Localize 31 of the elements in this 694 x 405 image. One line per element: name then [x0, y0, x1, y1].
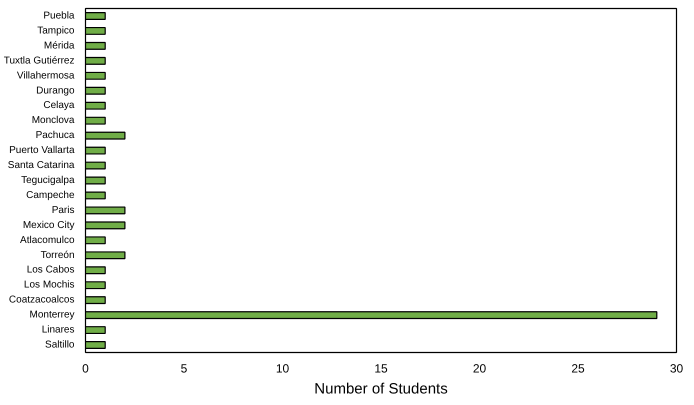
y-tick-label: Tegucigalpa: [21, 175, 75, 186]
y-tick-label: Tuxtla Gutiérrez: [4, 55, 75, 66]
y-tick-label: Mexico City: [22, 220, 75, 231]
y-tick-label: Campeche: [26, 190, 75, 201]
y-tick-label: Pachuca: [36, 130, 75, 142]
y-tick-label: Celaya: [43, 100, 75, 112]
y-tick-label: Puerto Vallarta: [9, 145, 75, 156]
y-tick-label: Santa Catarina: [8, 160, 75, 172]
y-tick-label: Puebla: [43, 10, 75, 22]
y-tick-label: Torreón: [40, 250, 74, 261]
y-tick-label: Los Mochis: [24, 280, 74, 291]
y-tick-label: Paris: [52, 204, 75, 216]
y-tick-label: Coatzacoalcos: [8, 294, 75, 306]
x-tick-label: 30: [670, 362, 684, 376]
y-tick-label: Atlacomulco: [20, 234, 75, 246]
x-tick-label: 15: [374, 362, 388, 376]
y-tick-label: Durango: [36, 85, 75, 96]
y-tick-label: Villahermosa: [16, 70, 75, 82]
y-tick-label: Mérida: [44, 40, 75, 52]
x-tick-label: 5: [180, 362, 188, 376]
y-tick-label: Linares: [42, 324, 75, 336]
y-tick-label: Los Cabos: [26, 264, 75, 276]
x-axis-title: Number of Students: [314, 380, 448, 398]
x-tick-label: 0: [82, 362, 90, 376]
y-tick-label: Saltillo: [45, 340, 75, 351]
y-tick-label: Monclova: [32, 115, 75, 126]
x-tick-label: 10: [276, 362, 290, 376]
y-tick-label: Tampico: [37, 25, 75, 36]
x-tick-label: 25: [571, 362, 585, 376]
y-tick-label: Monterrey: [29, 310, 74, 321]
x-tick-label: 20: [472, 362, 486, 376]
